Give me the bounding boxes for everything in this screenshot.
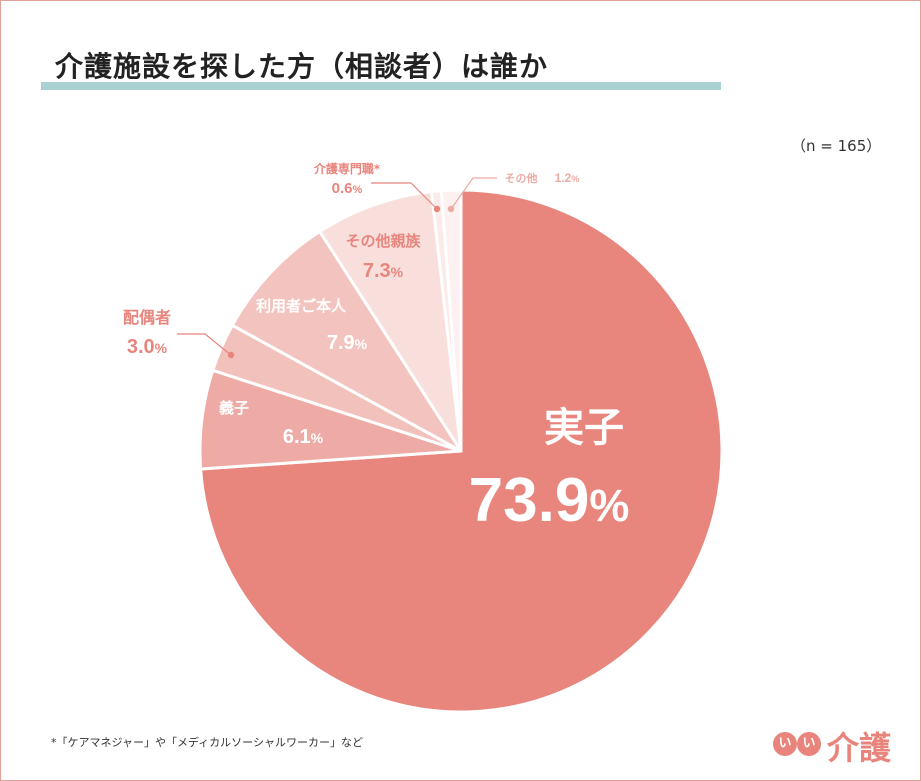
slice-4-value-label: 7.3% [363,260,404,282]
slice-0-name-label: 実子 [544,405,624,451]
title-underline [41,82,721,90]
slice-2-name-label: 配偶者 [123,308,171,327]
slice-2-value-label: 3.0% [127,336,168,358]
slice-2-leader-dot [227,351,235,359]
slice-3-name-label: 利用者ご本人 [256,297,347,315]
slice-5-value-label: 0.6% [332,180,363,197]
slice-3 [230,229,463,453]
slice-1-name-label: 義子 [219,399,249,417]
chart-title: 介護施設を探した方（相談者）は誰か [55,50,549,83]
logo-badge-1: い [773,732,797,756]
brand-logo: い い 介護 [773,723,903,767]
slice-6-leader-dot [447,205,455,213]
slice-6-value-label: 1.2% [555,171,580,185]
slice-4-name-label: その他親族 [345,232,421,250]
slice-5-leader-line [371,182,438,210]
slice-5-name-label: 介護専門職* [313,161,381,176]
slice-6-name-label: その他 [505,171,538,185]
footnote: *「ケアマネジャー」や「メディカルソーシャルワーカー」など [51,736,363,749]
slice-2-leader-line [177,333,232,356]
title-block: 介護施設を探した方（相談者）は誰か [41,45,721,93]
slice-6-leader-line [450,177,497,210]
logo-text: 介護 [827,729,892,767]
slice-5-leader-dot [433,205,441,213]
logo-badge-2: い [797,732,821,756]
slice-3-value-label: 7.9% [327,332,368,354]
slice-4 [317,190,463,452]
slice-1-value-label: 6.1% [283,426,324,448]
slice-6 [439,188,463,452]
slice-0-value-label: 73.9% [469,466,630,535]
sample-size: （n = 165） [791,137,882,155]
